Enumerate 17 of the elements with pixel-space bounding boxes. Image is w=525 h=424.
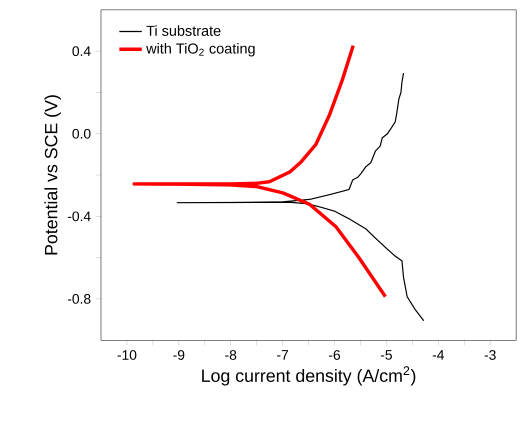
y-tick-label: -0.8 <box>68 294 90 304</box>
x-tick-label: -7 <box>277 350 288 360</box>
x-axis-title: Log current density (A/cm$^{2}$) <box>202 366 416 386</box>
legend-label: Ti substrate <box>146 25 221 36</box>
x-tick-label: -8 <box>225 350 236 360</box>
x-tick-label: -5 <box>380 350 392 360</box>
line-series <box>176 72 424 322</box>
y-tick-label: 0.0 <box>72 128 91 139</box>
y-axis-title: Potential vs SCE (V) <box>44 95 61 254</box>
x-tick-label: -4 <box>432 350 444 360</box>
legend-label: with TiO$_{2}$ coating <box>146 43 255 56</box>
y-tick-label: 0.4 <box>72 46 91 56</box>
y-tick-label: -0.4 <box>68 211 91 222</box>
x-tick-label: -6 <box>328 350 340 360</box>
x-tick-label: -3 <box>484 350 496 360</box>
x-tick-label: -9 <box>173 350 184 360</box>
x-tick-label: -10 <box>118 350 136 360</box>
